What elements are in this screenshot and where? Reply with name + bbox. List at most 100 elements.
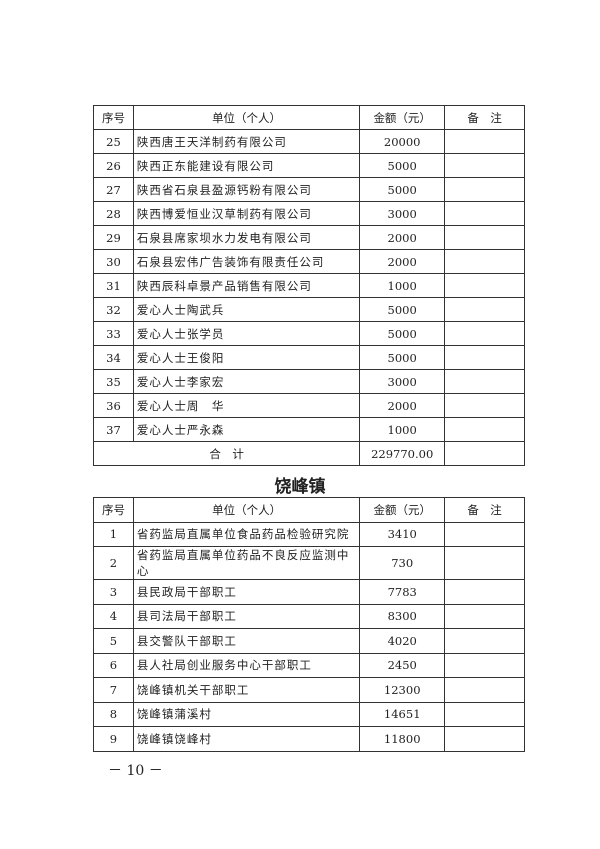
row-note <box>444 546 525 580</box>
row-amount: 4020 <box>359 628 446 654</box>
row-amount: 1000 <box>359 417 446 442</box>
row-note <box>444 521 525 547</box>
table-row: 36 爱心人士周 华 2000 <box>93 393 525 418</box>
table-row: 5 县交警队干部职工 4020 <box>93 628 525 654</box>
row-note <box>444 701 525 727</box>
table-row: 37 爱心人士严永森 1000 <box>93 417 525 442</box>
table-row: 33 爱心人士张学员 5000 <box>93 321 525 346</box>
row-unit: 县司法局干部职工 <box>132 603 361 629</box>
table-row: 8 饶峰镇蒲溪村 14651 <box>93 701 525 727</box>
row-unit: 爱心人士李家宏 <box>132 369 361 394</box>
total-label: 合 计 <box>92 441 361 466</box>
row-number: 25 <box>93 129 134 154</box>
table-row: 7 饶峰镇机关干部职工 12300 <box>93 677 525 703</box>
table-row: 27 陕西省石泉县盈源钙粉有限公司 5000 <box>93 177 525 202</box>
row-amount: 5000 <box>359 153 446 178</box>
row-unit: 陕西辰科卓景产品销售有限公司 <box>132 273 361 298</box>
table-row: 4 县司法局干部职工 8300 <box>93 603 525 629</box>
row-amount: 5000 <box>359 177 446 202</box>
row-unit: 陕西正东能建设有限公司 <box>132 153 361 178</box>
row-amount: 3000 <box>359 369 446 394</box>
row-number: 36 <box>93 393 134 418</box>
row-note <box>444 225 525 250</box>
row-note <box>444 579 525 605</box>
row-amount: 20000 <box>359 129 446 154</box>
row-number: 37 <box>93 417 134 442</box>
row-unit: 饶峰镇饶峰村 <box>132 726 361 752</box>
header-amount: 金额（元） <box>359 497 446 523</box>
row-amount: 2000 <box>359 225 446 250</box>
row-number: 33 <box>93 321 134 346</box>
row-unit: 县民政局干部职工 <box>132 579 361 605</box>
row-unit: 省药监局直属单位食品药品检验研究院 <box>132 521 361 547</box>
section-title: 饶峰镇 <box>274 477 326 497</box>
row-amount: 2000 <box>359 249 446 274</box>
header-no: 序号 <box>93 105 134 130</box>
table-row: 1 省药监局直属单位食品药品检验研究院 3410 <box>93 521 525 547</box>
page-number: － 10 － <box>108 763 163 779</box>
row-unit: 陕西博爱恒业汉草制药有限公司 <box>132 201 361 226</box>
row-note <box>444 273 525 298</box>
table-row: 25 陕西唐王天洋制药有限公司 20000 <box>93 129 525 154</box>
row-note <box>444 652 525 678</box>
table-row: 28 陕西博爱恒业汉草制药有限公司 3000 <box>93 201 525 226</box>
row-number: 3 <box>93 579 134 605</box>
row-number: 31 <box>93 273 134 298</box>
row-number: 5 <box>93 628 134 654</box>
row-amount: 5000 <box>359 297 446 322</box>
row-number: 34 <box>93 345 134 370</box>
header-note: 备 注 <box>444 105 525 130</box>
row-number: 35 <box>93 369 134 394</box>
row-number: 6 <box>93 652 134 678</box>
table-header-row: 序号 单位（个人） 金额（元） 备 注 <box>93 497 525 523</box>
table-row: 2 省药监局直属单位药品不良反应监测中心 730 <box>93 546 525 580</box>
row-note <box>444 393 525 418</box>
table-row: 3 县民政局干部职工 7783 <box>93 579 525 605</box>
row-note <box>444 417 525 442</box>
row-unit: 石泉县席家坝水力发电有限公司 <box>132 225 361 250</box>
row-number: 4 <box>93 603 134 629</box>
row-note <box>444 603 525 629</box>
row-note <box>444 177 525 202</box>
row-unit: 县人社局创业服务中心干部职工 <box>132 652 361 678</box>
row-note <box>444 726 525 752</box>
row-note <box>444 129 525 154</box>
row-number: 7 <box>93 677 134 703</box>
row-unit: 爱心人士严永森 <box>132 417 361 442</box>
table-row: 29 石泉县席家坝水力发电有限公司 2000 <box>93 225 525 250</box>
row-note <box>444 628 525 654</box>
row-note <box>444 297 525 322</box>
header-unit: 单位（个人） <box>132 105 361 130</box>
row-note <box>444 153 525 178</box>
row-number: 9 <box>93 726 134 752</box>
total-note <box>444 441 525 466</box>
row-amount: 730 <box>359 546 446 580</box>
row-unit: 县交警队干部职工 <box>132 628 361 654</box>
table-row: 30 石泉县宏伟广告装饰有限责任公司 2000 <box>93 249 525 274</box>
row-amount: 8300 <box>359 603 446 629</box>
row-note <box>444 677 525 703</box>
row-unit: 石泉县宏伟广告装饰有限责任公司 <box>132 249 361 274</box>
row-amount: 2000 <box>359 393 446 418</box>
row-unit: 饶峰镇蒲溪村 <box>132 701 361 727</box>
row-note <box>444 369 525 394</box>
table-row: 31 陕西辰科卓景产品销售有限公司 1000 <box>93 273 525 298</box>
row-number: 28 <box>93 201 134 226</box>
row-amount: 14651 <box>359 701 446 727</box>
row-amount: 11800 <box>359 726 446 752</box>
table-row: 32 爱心人士陶武兵 5000 <box>93 297 525 322</box>
donation-table-1: 序号 单位（个人） 金额（元） 备 注 25 陕西唐王天洋制药有限公司 20000 2… <box>92 105 525 466</box>
row-note <box>444 249 525 274</box>
row-note <box>444 345 525 370</box>
row-unit: 省药监局直属单位药品不良反应监测中心 <box>132 546 361 580</box>
row-unit: 爱心人士周 华 <box>132 393 361 418</box>
table-row: 9 饶峰镇饶峰村 11800 <box>93 726 525 752</box>
donation-table-2: 序号 单位（个人） 金额（元） 备 注 1 省药监局直属单位食品药品检验研究院 34… <box>93 497 525 752</box>
row-unit: 饶峰镇机关干部职工 <box>132 677 361 703</box>
table-row: 35 爱心人士李家宏 3000 <box>93 369 525 394</box>
row-unit: 爱心人士张学员 <box>132 321 361 346</box>
header-unit: 单位（个人） <box>132 497 361 523</box>
row-number: 32 <box>93 297 134 322</box>
row-number: 2 <box>93 546 134 580</box>
